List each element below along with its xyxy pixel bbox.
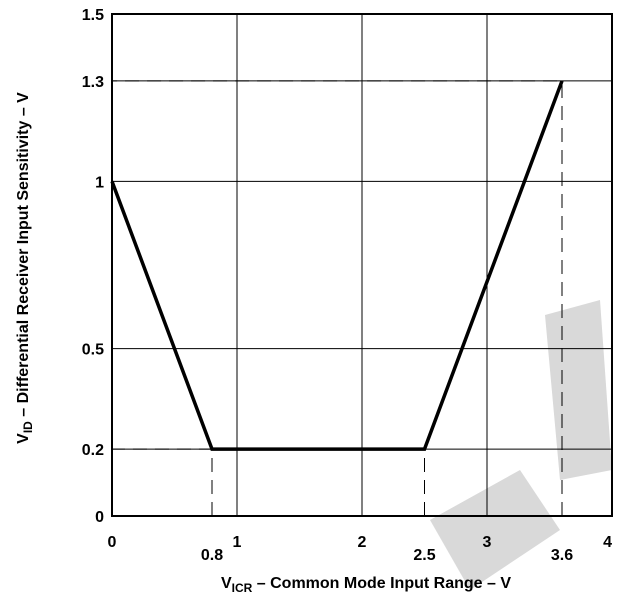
x-marker-label: 0.8 [201, 547, 223, 564]
x-tick-label: 1 [233, 534, 242, 551]
x-marker-label: 2.5 [413, 547, 435, 564]
y-axis-title: VID – Differential Receiver Input Sensit… [15, 92, 35, 444]
y-tick-label: 1.3 [82, 74, 104, 91]
y-tick-label: 0.5 [82, 342, 104, 359]
plot-frame [111, 13, 613, 517]
series-layer [110, 80, 564, 451]
reference-line [112, 448, 213, 516]
y-tick-label: 1 [95, 174, 104, 191]
x-axis-title: VICR – Common Mode Input Range – V [221, 575, 511, 595]
reference-line [112, 80, 563, 516]
grid [112, 14, 612, 516]
series-line [110, 80, 564, 451]
x-tick-label: 4 [603, 534, 612, 551]
y-tick-label: 0 [95, 509, 104, 526]
tick-labels: 0 1 2 3 4 0.8 2.5 3.6 0 0.2 0.5 1 1.3 1.5 [82, 7, 612, 564]
x-tick-label: 2 [358, 534, 367, 551]
watermark [430, 300, 612, 590]
y-tick-label: 1.5 [82, 7, 104, 24]
x-tick-label: 3 [483, 534, 492, 551]
y-tick-label: 0.2 [82, 442, 104, 459]
x-tick-label: 0 [108, 534, 117, 551]
x-marker-label: 3.6 [551, 547, 573, 564]
